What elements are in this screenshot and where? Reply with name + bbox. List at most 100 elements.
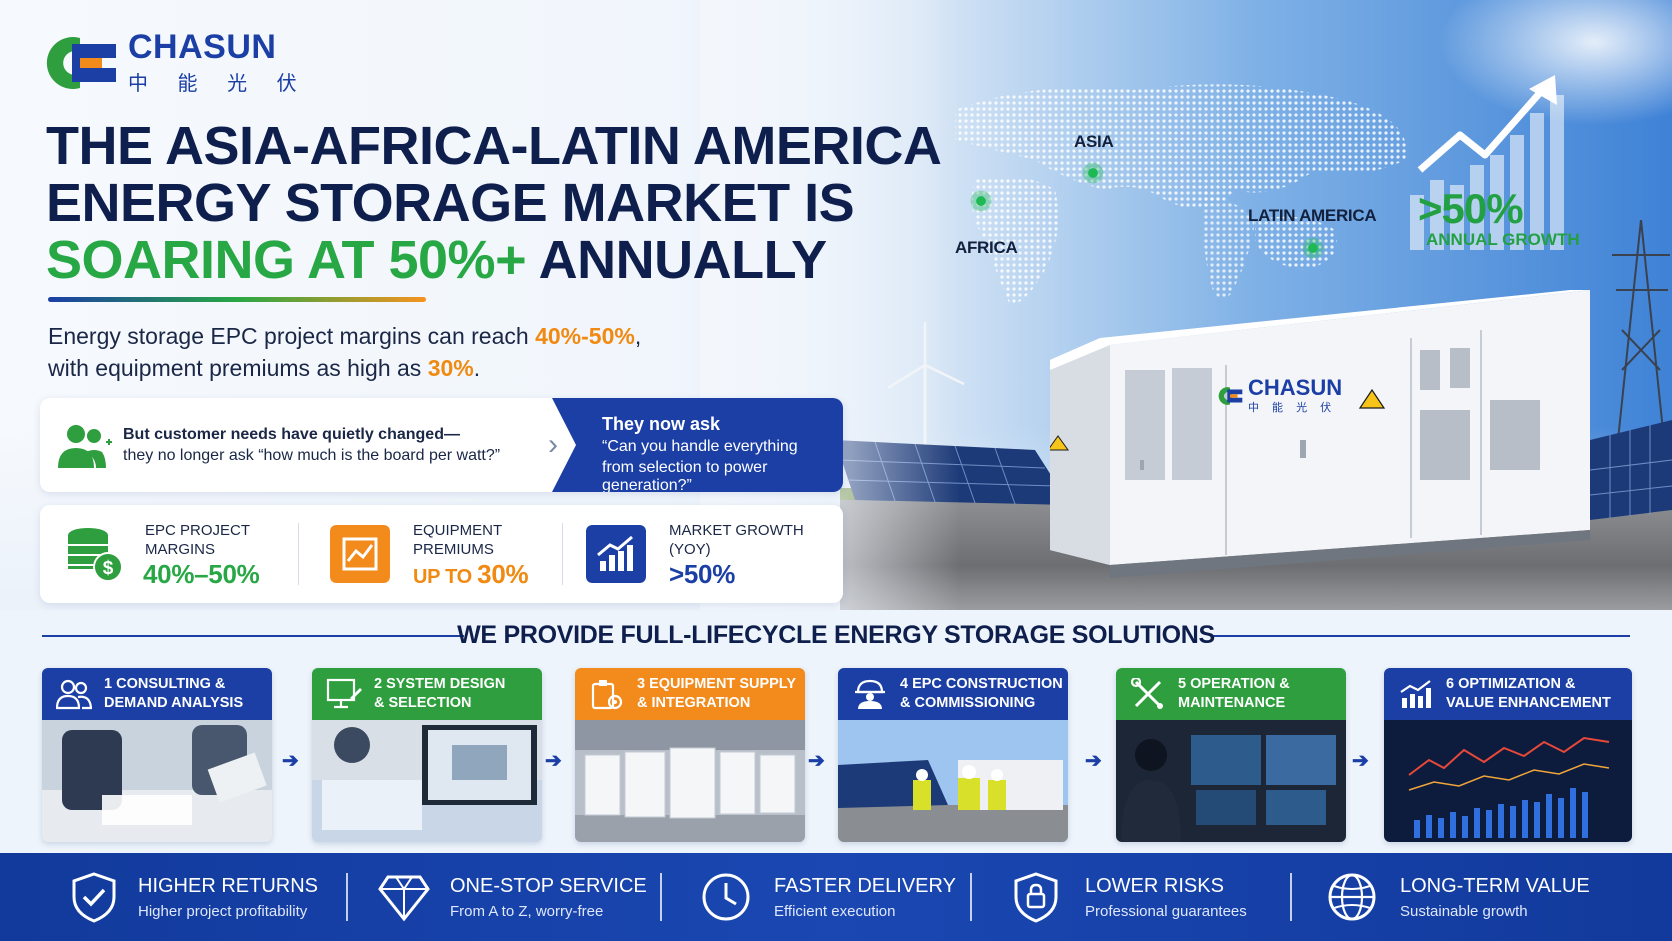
map-label-africa: AFRICA bbox=[955, 238, 1018, 257]
benefit-title-long-term-value: LONG-TERM VALUE bbox=[1400, 875, 1590, 897]
battery-storage-container bbox=[1050, 290, 1590, 578]
benefit-divider bbox=[1290, 873, 1292, 921]
stat-market-label-2: (YOY) bbox=[669, 541, 711, 558]
benefit-sub-faster-delivery: Efficient execution bbox=[774, 903, 896, 920]
design-monitor-icon bbox=[326, 678, 362, 709]
section-rule-left bbox=[42, 635, 464, 637]
chasun-mark-icon bbox=[46, 37, 116, 89]
design-photo bbox=[312, 720, 542, 842]
operation-photo bbox=[1116, 720, 1346, 842]
benefit-sub-long-term-value: Sustainable growth bbox=[1400, 903, 1528, 920]
step-title-line-2: & INTEGRATION bbox=[637, 695, 751, 711]
map-label-latin-america: LATIN AMERICA bbox=[1248, 206, 1377, 225]
step-title-line-1: 5 OPERATION & bbox=[1178, 676, 1290, 692]
stat-equipment-label-1: EQUIPMENT bbox=[413, 522, 503, 539]
benefit-divider bbox=[970, 873, 972, 921]
key-stats-panel: $ EPC PROJECT MARGINS 40%–50% EQUIPMENT … bbox=[40, 505, 843, 603]
growth-badge-label: ANNUAL GROWTH bbox=[1426, 230, 1580, 249]
benefit-divider bbox=[660, 873, 662, 921]
benefit-sub-one-stop: From A to Z, worry-free bbox=[450, 903, 604, 920]
solution-step-operation[interactable]: 5 OPERATION & MAINTENANCE bbox=[1116, 668, 1346, 842]
benefit-title-faster-delivery: FASTER DELIVERY bbox=[774, 875, 956, 897]
headline: THE ASIA-AFRICA-LATIN AMERICA ENERGY STO… bbox=[46, 118, 942, 289]
subtitle-text-3: with equipment premiums as high as bbox=[48, 355, 428, 381]
diamond-icon bbox=[378, 875, 430, 922]
headline-line-2: ENERGY STORAGE MARKET IS bbox=[46, 173, 855, 233]
old-question-line-2: they no longer ask “how much is the boar… bbox=[123, 447, 501, 464]
stat-equipment-value: UP TO 30% bbox=[413, 559, 529, 590]
consulting-photo bbox=[42, 720, 272, 842]
step-title-line-2: VALUE ENHANCEMENT bbox=[1446, 695, 1611, 711]
solutions-title: WE PROVIDE FULL-LIFECYCLE ENERGY STORAGE… bbox=[457, 621, 1215, 649]
shield-lock-icon bbox=[1014, 872, 1058, 923]
arrow-right-icon: ➔ bbox=[1085, 750, 1102, 772]
map-marker-asia bbox=[1082, 162, 1104, 184]
equipment-gear-icon bbox=[591, 680, 623, 710]
new-question-line-1: They now ask bbox=[602, 414, 721, 434]
stat-divider bbox=[562, 523, 563, 585]
benefit-title-one-stop: ONE-STOP SERVICE bbox=[450, 875, 647, 897]
brand-chinese-name: 中 能 光 伏 bbox=[128, 73, 309, 95]
subtitle-text-2: , bbox=[634, 323, 642, 349]
benefits-bar bbox=[0, 853, 1672, 941]
stat-epc-label-2: MARGINS bbox=[145, 541, 216, 558]
subtitle-premium-highlight: 30% bbox=[427, 355, 474, 381]
step-title-line-2: & SELECTION bbox=[374, 695, 472, 711]
premium-chart-icon bbox=[330, 525, 390, 583]
step-header bbox=[312, 668, 542, 720]
solution-step-equipment[interactable]: 3 EQUIPMENT SUPPLY & INTEGRATION bbox=[575, 668, 805, 842]
new-question-line-2: “Can you handle everything bbox=[602, 438, 798, 455]
solar-panels-right bbox=[1590, 420, 1672, 520]
chevron-right-icon: › bbox=[548, 428, 558, 461]
benefit-title-lower-risks: LOWER RISKS bbox=[1085, 875, 1224, 897]
shield-check-icon bbox=[72, 872, 116, 923]
step-title-line-1: 1 CONSULTING & bbox=[104, 676, 226, 692]
benefit-sub-higher-returns: Higher project profitability bbox=[138, 903, 308, 920]
headline-line-3-rest: ANNUALLY bbox=[526, 230, 828, 290]
customer-needs-panel: But customer needs have quietly changed—… bbox=[40, 398, 843, 492]
headline-underline bbox=[48, 297, 426, 302]
container-logo-chinese: 中 能 光 伏 bbox=[1248, 402, 1337, 414]
subtitle-text-4: . bbox=[473, 355, 481, 381]
coins-dollar-icon: $ bbox=[68, 528, 123, 582]
consulting-people-icon bbox=[56, 679, 92, 710]
subtitle: Energy storage EPC project margins can r… bbox=[48, 320, 641, 384]
solution-step-epc[interactable]: 4 EPC CONSTRUCTION & COMMISSIONING bbox=[838, 668, 1068, 842]
old-question-line-1: But customer needs have quietly changed— bbox=[123, 426, 460, 443]
step-title-line-2: & COMMISSIONING bbox=[900, 695, 1036, 711]
headline-line-3: SOARING AT 50%+ ANNUALLY bbox=[46, 232, 941, 289]
solution-step-consulting[interactable]: 1 CONSULTING & DEMAND ANALYSIS bbox=[42, 668, 272, 842]
world-map bbox=[955, 84, 1407, 305]
stat-epc-value: 40%–50% bbox=[143, 559, 260, 589]
container-logo-name: CHASUN bbox=[1248, 375, 1343, 400]
step-title-line-1: 2 SYSTEM DESIGN bbox=[374, 676, 506, 692]
arrow-right-icon: ➔ bbox=[545, 750, 562, 772]
section-rule-right bbox=[1212, 635, 1630, 637]
solution-step-design[interactable]: 2 SYSTEM DESIGN & SELECTION bbox=[312, 668, 542, 842]
solution-step-optimization[interactable]: 6 OPTIMIZATION & VALUE ENHANCEMENT bbox=[1384, 668, 1632, 842]
growth-badge-value: >50% bbox=[1418, 185, 1524, 232]
headline-highlight: SOARING AT 50%+ bbox=[46, 230, 527, 290]
container-logo: CHASUN 中 能 光 伏 bbox=[1217, 377, 1342, 415]
brand-logo[interactable]: CHASUN 中 能 光 伏 bbox=[42, 30, 309, 96]
benefit-sub-lower-risks: Professional guarantees bbox=[1085, 903, 1247, 920]
stat-divider bbox=[298, 523, 299, 585]
stat-epc-label-1: EPC PROJECT bbox=[145, 522, 251, 539]
growth-chart-icon bbox=[586, 525, 646, 583]
chart-trend-icon bbox=[1400, 680, 1431, 708]
stat-market-value: >50% bbox=[669, 559, 736, 589]
growth-chart-icon bbox=[1410, 75, 1564, 250]
new-question-line-3: from selection to power generation?” bbox=[602, 459, 768, 492]
construction-photo bbox=[838, 720, 1068, 842]
brand-name: CHASUN bbox=[128, 28, 277, 66]
subtitle-margin-highlight: 40%-50% bbox=[535, 323, 635, 349]
optimization-photo bbox=[1384, 720, 1632, 842]
benefit-divider bbox=[346, 873, 348, 921]
arrow-right-icon: ➔ bbox=[282, 750, 299, 772]
power-tower bbox=[1612, 220, 1670, 440]
step-header bbox=[1116, 668, 1346, 720]
chasun-mark-icon bbox=[1218, 387, 1243, 405]
clock-icon bbox=[702, 873, 750, 921]
arrow-right-icon: ➔ bbox=[808, 750, 825, 772]
